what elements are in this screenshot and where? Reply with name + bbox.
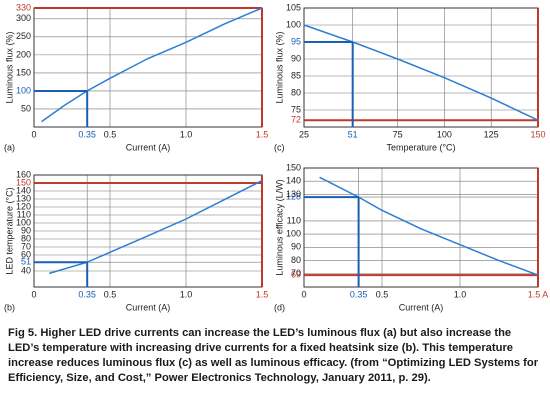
y-tick-label: 120 [16, 201, 31, 211]
y-tick-label: 150 [286, 162, 301, 172]
y-tick-label: 200 [16, 49, 31, 59]
y-axis-title: Luminous efficacy (L/W) [274, 179, 284, 275]
x-tick-label: 25 [299, 129, 309, 139]
x-tick-label: 0 [301, 289, 306, 299]
y-tick-label: 150 [16, 177, 31, 187]
x-tick-label: 1.5 [256, 129, 269, 139]
x-tick-label: 1.0 [180, 129, 193, 139]
x-tick-label: 0.5 [104, 129, 117, 139]
x-tick-label: 0.5 [376, 289, 389, 299]
x-tick-label: 0.35 [78, 129, 96, 139]
y-tick-label: 75 [291, 104, 301, 114]
y-tick-label: 140 [286, 176, 301, 186]
x-tick-label: 100 [437, 129, 452, 139]
y-tick-label: 95 [291, 36, 301, 46]
y-tick-label: 100 [286, 19, 301, 29]
x-tick-label: 0 [31, 289, 36, 299]
x-tick-label: 75 [393, 129, 403, 139]
plot-frame [303, 7, 539, 128]
y-tick-label: 250 [16, 31, 31, 41]
panel-label: (b) [4, 302, 15, 312]
y-tick-label: 72 [291, 115, 301, 125]
y-tick-label: 80 [291, 87, 301, 97]
x-tick-label: 0.5 [104, 289, 117, 299]
y-tick-label: 105 [286, 2, 301, 12]
y-tick-label: 80 [21, 233, 31, 243]
data-line [303, 24, 539, 121]
y-tick-label: 90 [291, 242, 301, 252]
y-tick-label: 50 [21, 103, 31, 113]
y-tick-label: 85 [291, 70, 301, 80]
y-tick-label: 110 [17, 209, 31, 219]
y-tick-label: 130 [286, 189, 301, 199]
x-axis-title: Temperature (°C) [386, 142, 455, 152]
y-tick-label: 40 [21, 265, 31, 275]
y-tick-label: 160 [16, 169, 31, 179]
data-line [48, 179, 263, 275]
y-tick-label: 130 [16, 193, 31, 203]
y-tick-label: 100 [286, 228, 301, 238]
x-axis-title: Current (A) [126, 302, 171, 312]
y-tick-label: 90 [291, 53, 301, 63]
y-axis-title: Luminous flux (%) [4, 31, 14, 103]
y-tick-label: 300 [16, 13, 31, 23]
x-tick-label: 1.5 [256, 289, 269, 299]
y-tick-label: 60 [21, 249, 31, 259]
y-tick-label: 51 [21, 257, 31, 267]
panel-label: (d) [274, 302, 285, 312]
plot-frame [303, 167, 539, 288]
y-tick-label: 140 [16, 185, 31, 195]
x-tick-label: 1.5 A [528, 289, 549, 299]
y-tick-label: 70 [291, 268, 301, 278]
y-tick-label: 128 [286, 191, 301, 201]
y-tick-label: 80 [291, 255, 301, 265]
x-tick-label: 1.0 [454, 289, 467, 299]
y-tick-label: 70 [21, 241, 31, 251]
x-axis-title: Current (A) [399, 302, 444, 312]
panel-label: (a) [4, 142, 15, 152]
x-axis-title: Current (A) [126, 142, 171, 152]
x-tick-label: 0.35 [350, 289, 368, 299]
y-tick-label: 90 [21, 225, 31, 235]
x-tick-label: 0 [31, 129, 36, 139]
x-tick-label: 1.0 [180, 289, 193, 299]
x-tick-label: 125 [484, 129, 499, 139]
panel-label: (c) [274, 142, 285, 152]
y-tick-label: 100 [16, 217, 31, 227]
x-tick-label: 0.35 [78, 289, 96, 299]
y-tick-label: 150 [16, 67, 31, 77]
y-axis-title: Luminous flux (%) [274, 31, 284, 103]
y-tick-label: 110 [287, 215, 301, 225]
y-tick-label: 330 [16, 2, 31, 12]
x-tick-label: 51 [348, 129, 358, 139]
caption: Fig 5. Higher LED drive currents can inc… [8, 327, 539, 384]
y-tick-label: 69 [291, 269, 301, 279]
x-tick-label: 150 [530, 129, 545, 139]
y-tick-label: 100 [16, 85, 31, 95]
y-axis-title: LED temperature (°C) [4, 187, 14, 274]
data-line [41, 7, 263, 123]
